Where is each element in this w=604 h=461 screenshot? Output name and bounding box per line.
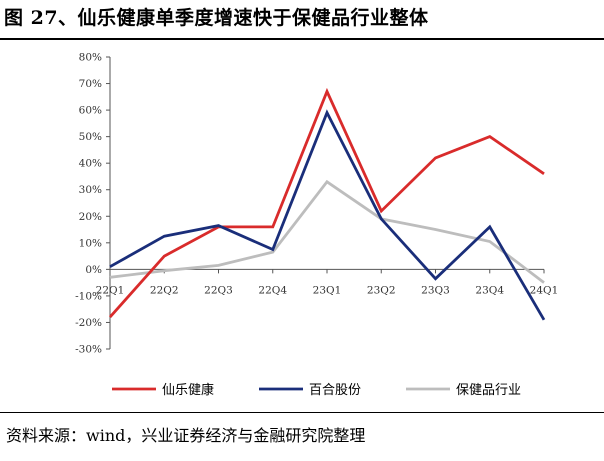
x-tick-label: 23Q4 — [475, 284, 504, 296]
y-tick-label: 20% — [79, 211, 102, 223]
legend-label: 保健品行业 — [456, 383, 521, 398]
y-tick-label: 0% — [85, 264, 102, 276]
series-line-1 — [109, 109, 546, 321]
legend-label: 百合股份 — [309, 383, 361, 398]
x-tick-label: 24Q1 — [530, 284, 559, 296]
line-chart: -30% -20% -10% 0% 10% 20% 30% 40% 50% 60% 70% 80% 22… — [75, 52, 558, 399]
y-tick-label: -30% — [75, 344, 102, 356]
y-tick-label: 80% — [79, 52, 102, 64]
series-line-0 — [108, 87, 545, 319]
y-tick-label: 60% — [79, 105, 102, 117]
x-tick-label: 22Q1 — [96, 284, 125, 296]
y-tick-label: 30% — [79, 184, 102, 196]
x-tick-label: 23Q1 — [313, 284, 342, 296]
footer-rule — [0, 412, 604, 413]
x-tick-label: 22Q3 — [204, 284, 233, 296]
y-tick-label: 70% — [79, 78, 102, 90]
x-tick-label: 22Q4 — [258, 284, 287, 296]
figure-title: 图 27、仙乐健康单季度增速快于保健品行业整体 — [4, 7, 429, 29]
legend-label: 仙乐健康 — [162, 382, 214, 398]
x-tick-label: 23Q2 — [367, 284, 396, 296]
y-tick-label: 40% — [79, 158, 102, 170]
chart-series — [108, 87, 546, 321]
y-tick-label: -20% — [75, 317, 102, 329]
title-rule — [0, 38, 604, 40]
y-tick-label: 50% — [79, 131, 102, 143]
series-line-2 — [109, 179, 545, 284]
x-tick-label: 23Q3 — [421, 284, 450, 296]
y-tick-label: -10% — [75, 290, 102, 302]
chart-legend: 仙乐健康 百合股份 保健品行业 — [112, 382, 521, 398]
y-tick-label: 10% — [79, 237, 102, 249]
chart-axes: -30% -20% -10% 0% 10% 20% 30% 40% 50% 60% 70% 80% 22… — [75, 52, 558, 356]
source-note: 资料来源：wind，兴业证券经济与金融研究院整理 — [6, 426, 366, 445]
x-tick-label: 22Q2 — [150, 284, 179, 296]
